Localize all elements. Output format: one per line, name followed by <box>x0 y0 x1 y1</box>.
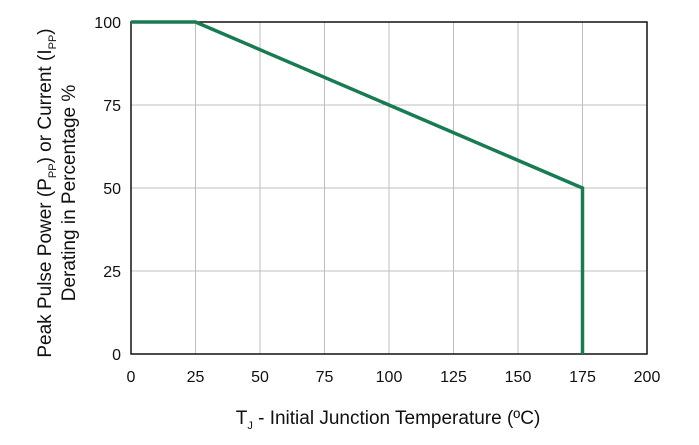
series-layer <box>130 20 585 355</box>
y-axis-title-subscript-2: PP <box>47 35 59 50</box>
x-tick-labels: 0 25 50 75 100 125 150 175 200 <box>127 369 661 386</box>
y-axis-title-line1-c: ) <box>35 28 56 34</box>
y-tick-label-75: 75 <box>103 98 121 115</box>
grid <box>130 21 648 355</box>
y-axis-title-line1-a: Peak Pulse Power (P <box>35 178 56 358</box>
y-tick-label-0: 0 <box>112 347 121 364</box>
x-tick-label-75: 75 <box>316 369 334 386</box>
x-tick-label-125: 125 <box>440 369 467 386</box>
x-tick-label-200: 200 <box>634 369 661 386</box>
y-tick-label-100: 100 <box>94 15 121 32</box>
x-tick-label-0: 0 <box>127 369 136 386</box>
x-axis-title-rest: - Initial Junction Temperature (ºC) <box>253 408 540 429</box>
x-tick-label-100: 100 <box>376 369 403 386</box>
derating-curve-series-0 <box>131 20 585 354</box>
x-axis-title: TJ - Initial Junction Temperature (ºC) <box>236 408 541 432</box>
x-tick-label-150: 150 <box>505 369 532 386</box>
y-axis-title-line1: Peak Pulse Power (PPP) or Current (IPP) <box>35 28 59 357</box>
x-tick-label-25: 25 <box>187 369 205 386</box>
y-tick-labels: 0 25 50 75 100 <box>94 15 121 364</box>
y-tick-label-25: 25 <box>103 264 121 281</box>
y-axis-title-line2: Derating in Percentage % <box>59 85 80 302</box>
x-tick-label-50: 50 <box>251 369 269 386</box>
x-axis-title-main: T <box>236 408 248 429</box>
y-tick-label-50: 50 <box>103 181 121 198</box>
y-axis-title-subscript-1: PP <box>47 163 59 178</box>
x-tick-label-175: 175 <box>569 369 596 386</box>
plot-area-frame <box>130 21 648 355</box>
x-axis-title-subscript: J <box>247 420 253 432</box>
y-axis-title-line1-b: ) or Current (I <box>35 49 56 163</box>
